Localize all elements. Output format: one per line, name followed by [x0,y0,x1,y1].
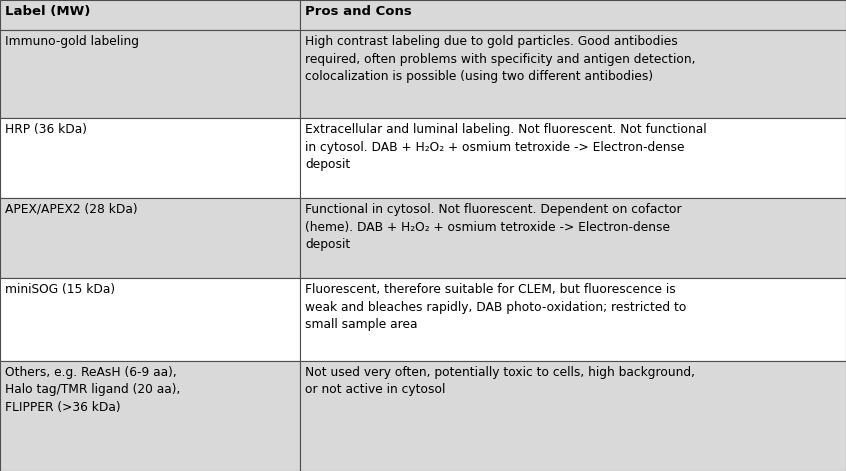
Text: High contrast labeling due to gold particles. Good antibodies
required, often pr: High contrast labeling due to gold parti… [305,35,695,83]
Bar [0,0,300,30]
Bar [300,278,846,361]
Bar [0,198,300,278]
Text: Label (MW): Label (MW) [5,5,91,18]
Text: Others, e.g. ReAsH (6-9 aa),
Halo tag/TMR ligand (20 aa),
FLIPPER (>36 kDa): Others, e.g. ReAsH (6-9 aa), Halo tag/TM… [5,366,180,414]
Text: HRP (36 kDa): HRP (36 kDa) [5,123,87,136]
Text: Not used very often, potentially toxic to cells, high background,
or not active : Not used very often, potentially toxic t… [305,366,695,397]
Text: Pros and Cons: Pros and Cons [305,5,412,18]
Bar [300,198,846,278]
Bar [0,278,300,361]
Bar [0,361,300,471]
Text: Immuno-gold labeling: Immuno-gold labeling [5,35,139,48]
Bar [300,0,846,30]
Text: miniSOG (15 kDa): miniSOG (15 kDa) [5,283,115,296]
Bar [300,118,846,198]
Text: APEX/APEX2 (28 kDa): APEX/APEX2 (28 kDa) [5,203,138,216]
Bar [300,30,846,118]
Text: Fluorescent, therefore suitable for CLEM, but fluorescence is
weak and bleaches : Fluorescent, therefore suitable for CLEM… [305,283,687,331]
Text: Extracellular and luminal labeling. Not fluorescent. Not functional
in cytosol. : Extracellular and luminal labeling. Not … [305,123,707,171]
Bar [0,30,300,118]
Text: Functional in cytosol. Not fluorescent. Dependent on cofactor
(heme). DAB + H₂O₂: Functional in cytosol. Not fluorescent. … [305,203,682,251]
Bar [0,118,300,198]
Bar [300,361,846,471]
